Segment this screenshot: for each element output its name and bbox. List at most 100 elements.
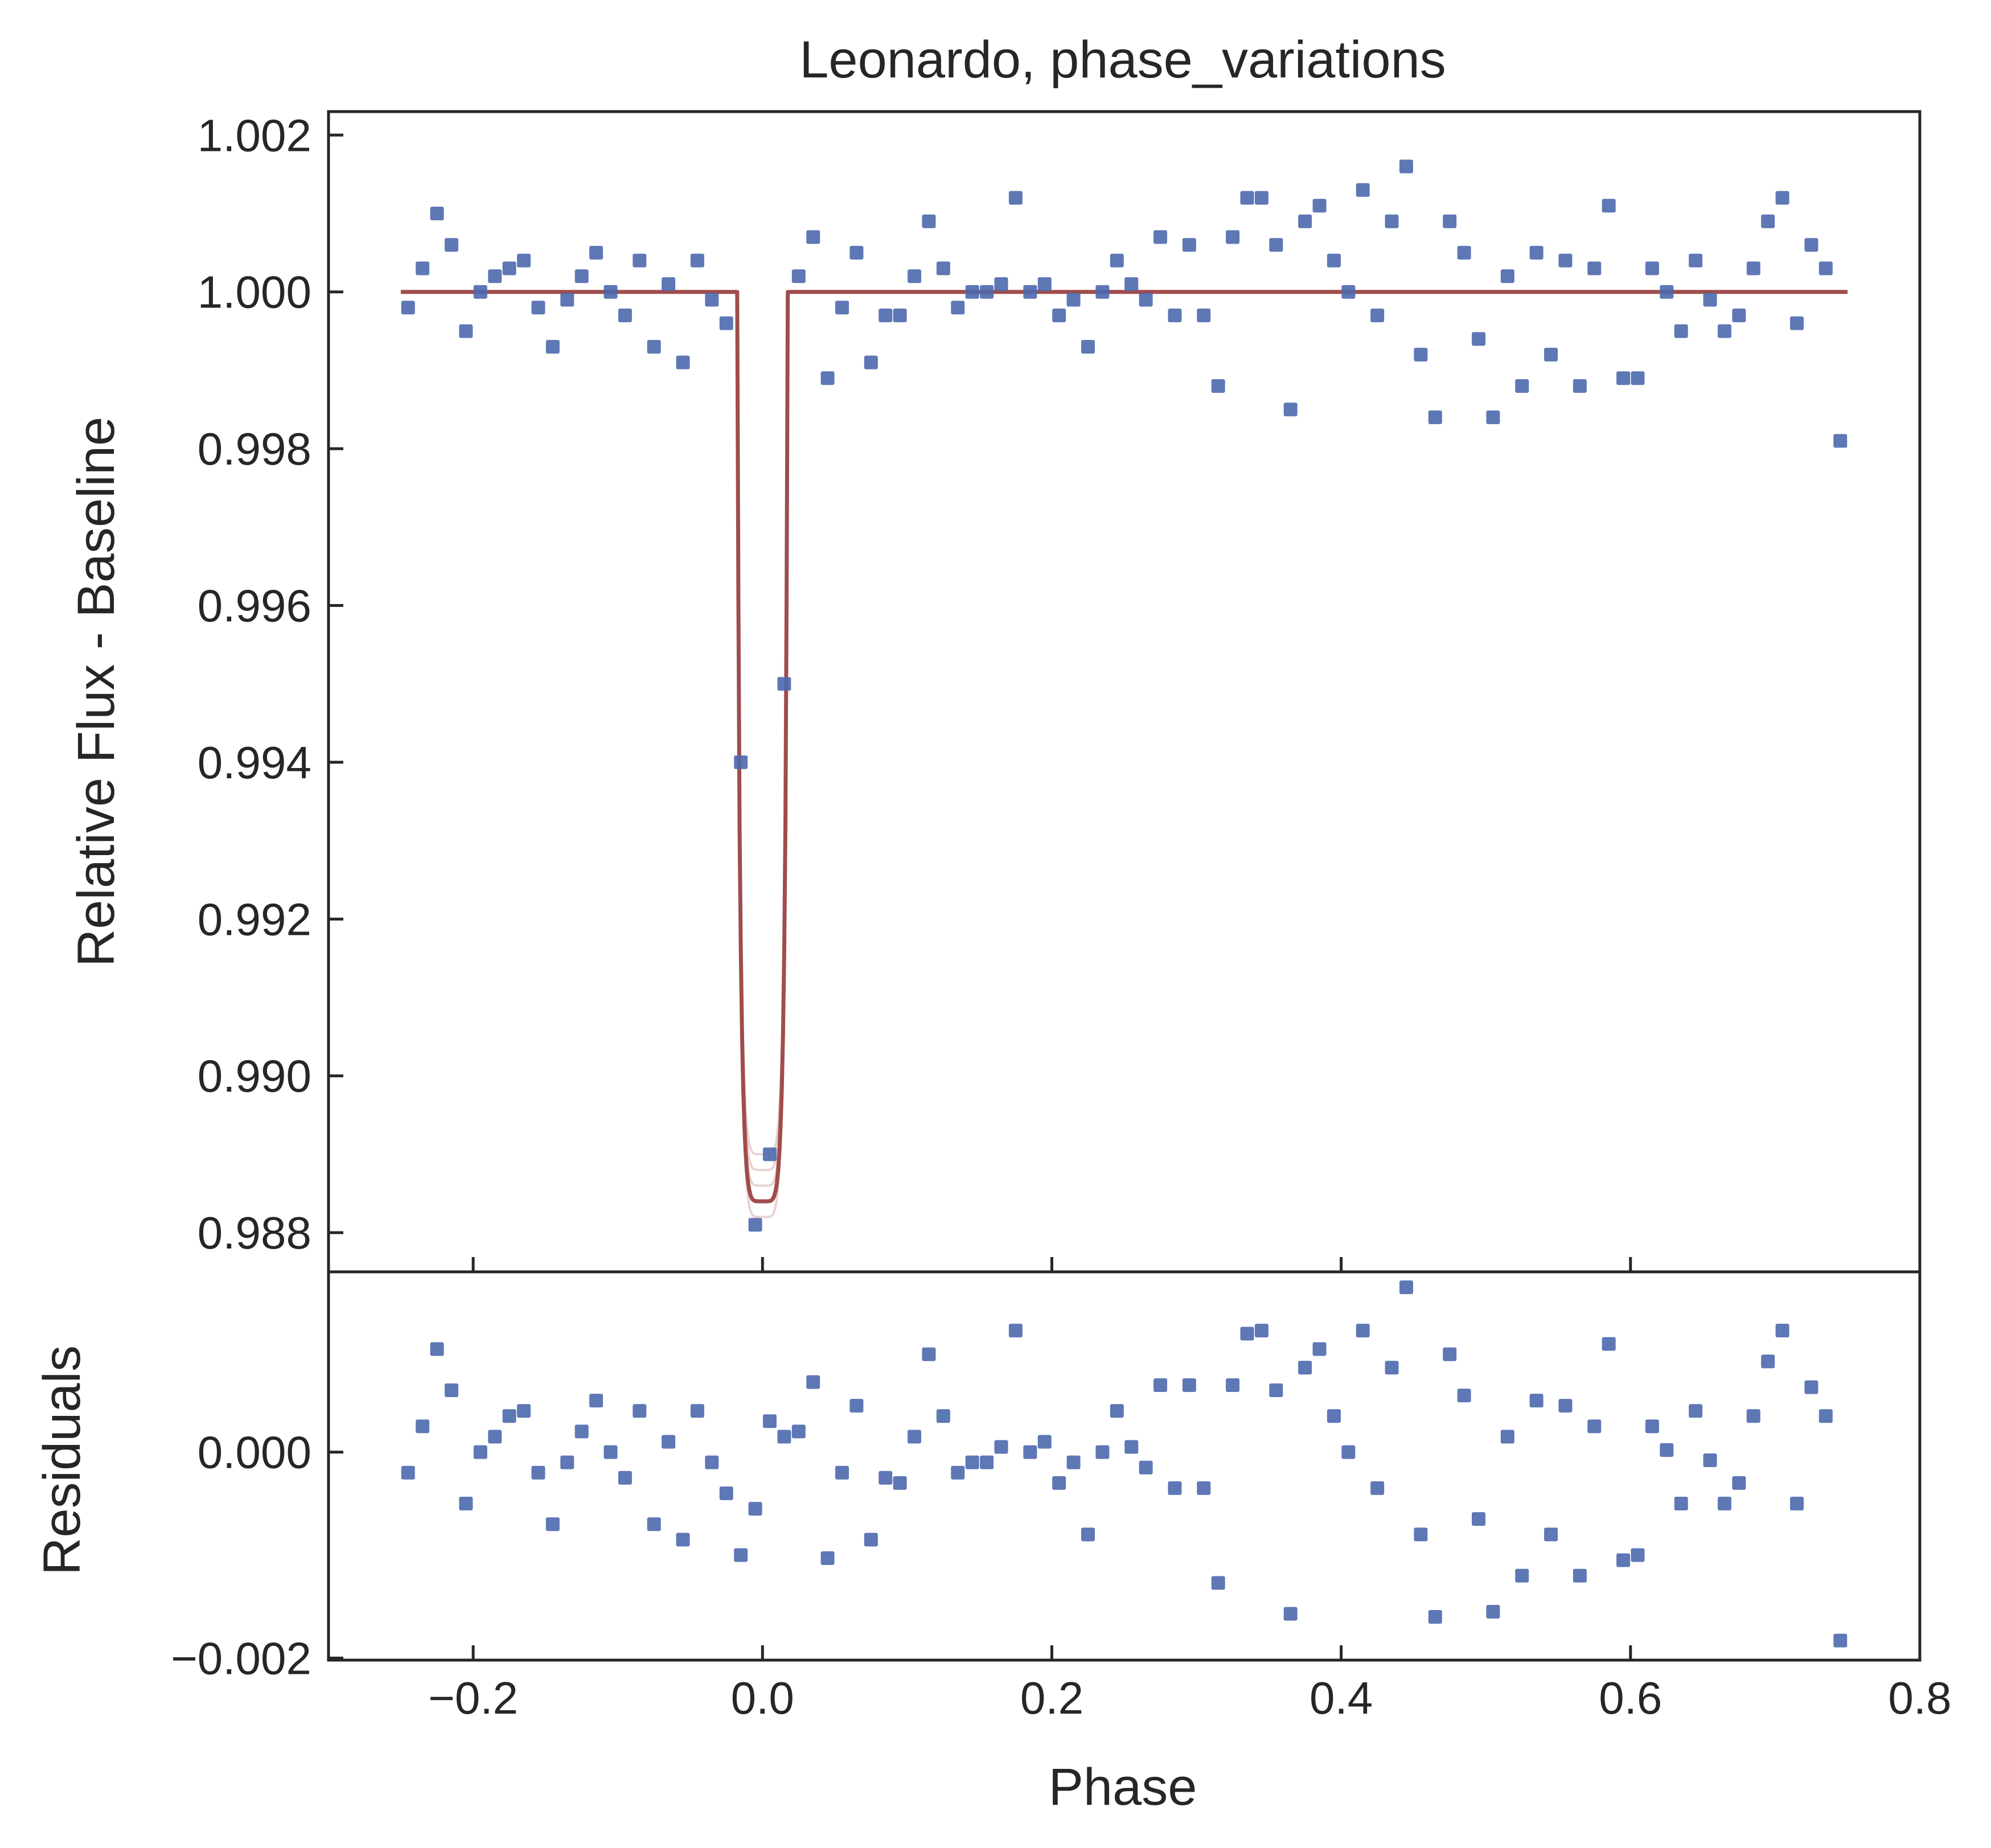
- flux-data-point: [1139, 293, 1153, 307]
- residuals-data-point: [1486, 1604, 1500, 1619]
- flux-data-point: [1732, 309, 1746, 323]
- flux-data-point: [705, 293, 719, 307]
- residuals-y-ticks: −0.002 0.000: [171, 1427, 343, 1683]
- flux-y-ticks: 0.988 0.990 0.992 0.994 0.996 0.998 1.000 1.002: [198, 110, 343, 1258]
- residual-data-points: [401, 1280, 1848, 1648]
- flux-data-point: [835, 301, 849, 315]
- residuals-data-point: [1515, 1568, 1529, 1583]
- flux-data-point: [473, 285, 487, 299]
- flux-data-point: [1790, 316, 1804, 330]
- residuals-data-point: [1660, 1443, 1674, 1457]
- flux-data-point: [1746, 261, 1760, 276]
- flux-data-point: [1631, 371, 1645, 385]
- residuals-data-point: [820, 1551, 835, 1565]
- flux-data-point: [1298, 214, 1312, 228]
- flux-data-point: [1008, 191, 1023, 205]
- flux-data-point: [1153, 230, 1168, 244]
- flux-y-tick-label: 0.992: [198, 894, 311, 944]
- residuals-data-point: [1052, 1476, 1066, 1490]
- transit-model-sample-line: [401, 290, 1848, 1218]
- residuals-data-point: [1818, 1409, 1833, 1423]
- flux-data-point: [1660, 285, 1674, 299]
- transit-model-line: [400, 290, 1849, 1204]
- flux-panel-frame: [327, 110, 1922, 1274]
- flux-data-point: [502, 261, 516, 276]
- residuals-data-point: [719, 1486, 733, 1500]
- flux-data-point: [806, 230, 820, 244]
- flux-data-point: [734, 755, 748, 769]
- residuals-data-point: [531, 1465, 545, 1480]
- flux-data-point: [1023, 285, 1037, 299]
- flux-data-point: [1703, 293, 1717, 307]
- residuals-data-point: [951, 1465, 965, 1480]
- residuals-data-point: [1254, 1324, 1269, 1338]
- residuals-data-point: [1804, 1380, 1818, 1394]
- residuals-data-point: [690, 1404, 704, 1418]
- residuals-data-point: [1240, 1327, 1254, 1341]
- residuals-data-point: [1341, 1445, 1356, 1459]
- residuals-data-point: [633, 1404, 647, 1418]
- flux-data-point: [1602, 199, 1616, 213]
- flux-data-point: [1558, 253, 1573, 268]
- x-tick-label: 0.2: [1020, 1673, 1083, 1723]
- flux-data-point: [690, 253, 704, 268]
- residuals-data-point: [936, 1409, 950, 1423]
- residuals-data-point: [1616, 1553, 1631, 1567]
- residuals-data-point: [1399, 1280, 1413, 1295]
- flux-data-point: [1385, 214, 1399, 228]
- flux-y-tick-label: 1.000: [198, 267, 311, 318]
- flux-data-point: [676, 355, 690, 369]
- transit-model-sample-line: [401, 290, 1848, 1171]
- flux-data-point: [545, 340, 560, 354]
- flux-data-point: [1240, 191, 1254, 205]
- residuals-data-point: [430, 1342, 444, 1356]
- residuals-data-point: [1226, 1378, 1240, 1392]
- residuals-data-point: [1573, 1568, 1587, 1583]
- residuals-data-point: [1081, 1527, 1095, 1542]
- x-tick-label: 0.8: [1888, 1673, 1951, 1723]
- flux-data-point: [908, 269, 922, 284]
- flux-data-point: [1399, 159, 1413, 174]
- flux-data-point: [1037, 277, 1052, 291]
- residuals-data-point: [662, 1435, 676, 1449]
- residuals-data-point: [1370, 1481, 1385, 1495]
- flux-data-point: [1443, 214, 1457, 228]
- flux-data-point: [1095, 285, 1110, 299]
- residuals-data-point: [444, 1383, 458, 1398]
- residuals-data-point: [1095, 1445, 1110, 1459]
- residuals-data-point: [459, 1497, 473, 1511]
- residuals-y-tick-label: −0.002: [171, 1633, 311, 1683]
- residuals-data-point: [1631, 1548, 1645, 1562]
- flux-data-point: [1587, 261, 1602, 276]
- flux-data-point: [1052, 309, 1066, 323]
- flux-data-point: [401, 301, 415, 315]
- flux-data-point: [430, 207, 444, 221]
- residuals-data-point: [1790, 1497, 1804, 1511]
- residuals-data-point: [1327, 1409, 1341, 1423]
- flux-data-point: [1775, 191, 1789, 205]
- residuals-data-point: [1269, 1383, 1283, 1398]
- residuals-data-point: [893, 1476, 907, 1490]
- flux-data-point: [748, 1218, 762, 1232]
- residuals-data-point: [980, 1455, 994, 1469]
- flux-data-point: [1269, 238, 1283, 252]
- residuals-data-point: [1298, 1361, 1312, 1375]
- flux-data-point: [589, 245, 604, 260]
- residuals-data-point: [1602, 1337, 1616, 1351]
- residuals-data-point: [1428, 1610, 1442, 1624]
- residuals-data-point: [748, 1502, 762, 1516]
- residuals-data-point: [1472, 1512, 1486, 1526]
- flux-y-tick-label: 0.994: [198, 737, 311, 788]
- residuals-data-point: [1153, 1378, 1168, 1392]
- flux-y-tick-label: 0.996: [198, 581, 311, 631]
- residuals-data-point: [517, 1404, 531, 1418]
- flux-data-point: [1833, 434, 1848, 448]
- flux-data-point: [1370, 309, 1385, 323]
- residuals-data-point: [1283, 1607, 1298, 1621]
- flux-data-point: [1674, 324, 1688, 338]
- residuals-data-point: [1746, 1409, 1760, 1423]
- residuals-data-point: [1356, 1324, 1370, 1338]
- flux-data-point: [618, 309, 632, 323]
- flux-data-point: [965, 285, 979, 299]
